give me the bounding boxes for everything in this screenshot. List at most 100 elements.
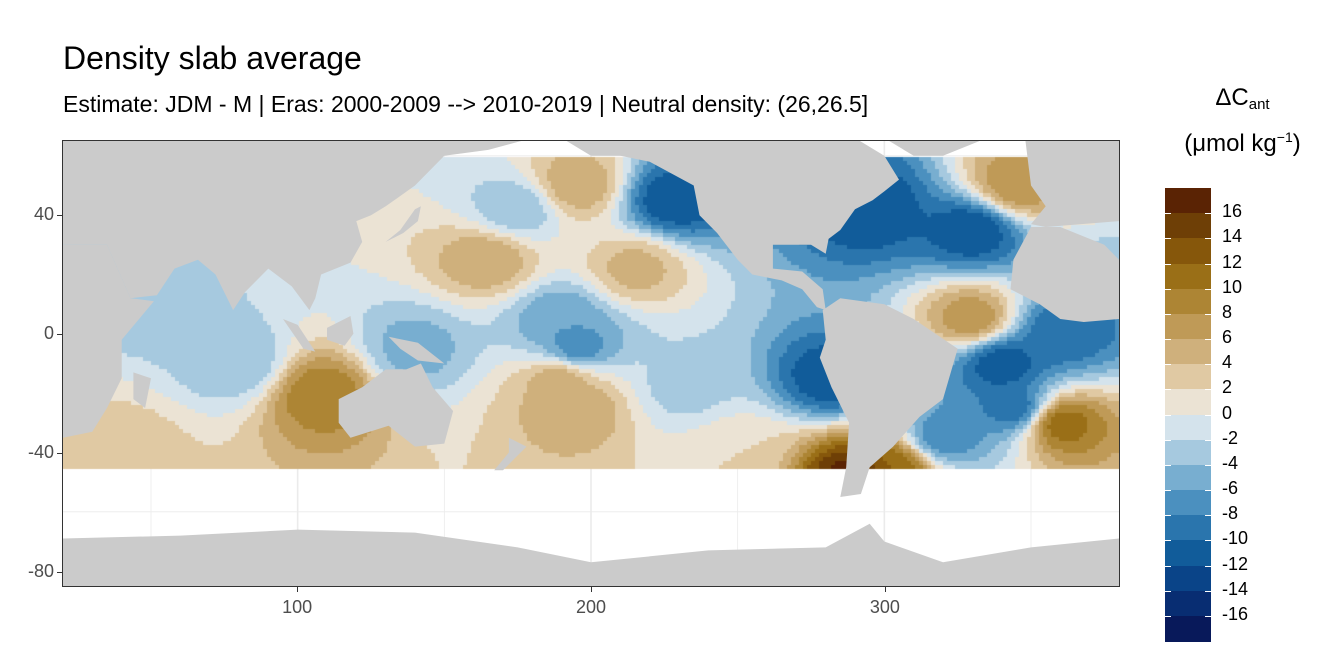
land-greenland (889, 141, 980, 156)
land-newguinea (388, 336, 445, 364)
land-africa (63, 244, 154, 438)
y-tick-label: 40 (33, 203, 54, 224)
legend-tick-label: 14 (1222, 226, 1243, 247)
legend-colorbar (1165, 188, 1211, 642)
land-southamerica (819, 298, 958, 497)
legend-tick-mark (1165, 288, 1171, 290)
x-tick-label: 200 (575, 597, 607, 617)
legend-swatch (1165, 364, 1211, 391)
legend-tick-mark (1165, 464, 1171, 466)
land-westafrica (1010, 227, 1119, 322)
y-tick-mark (57, 214, 62, 216)
legend-tick-mark (1205, 490, 1211, 491)
land-eurasia (63, 141, 522, 311)
legend-unit: (μmol kg−1) (1184, 129, 1301, 157)
legend-tick-mark (1205, 540, 1211, 542)
legend-tick-mark (1165, 490, 1171, 491)
legend-tick-label: 8 (1222, 301, 1233, 322)
legend-tick-label: -4 (1222, 452, 1239, 473)
legend-swatch (1165, 389, 1211, 416)
legend-tick-mark (1165, 565, 1171, 567)
land-newzealand (494, 437, 527, 471)
legend-tick-mark (1165, 439, 1171, 441)
legend-tick-mark (1165, 364, 1171, 366)
legend-tick-mark (1205, 339, 1211, 340)
legend-swatch (1165, 515, 1211, 542)
land-borneo (327, 316, 354, 346)
legend-tick-mark (1165, 213, 1171, 215)
legend-tick-mark (1205, 439, 1211, 441)
legend-tick-mark (1165, 615, 1171, 617)
legend-tick-mark (1205, 313, 1211, 315)
legend-tick-mark (1165, 313, 1171, 315)
legend-swatch (1165, 288, 1211, 315)
legend-tick-mark (1205, 213, 1211, 215)
legend-tick-mark (1205, 263, 1211, 265)
y-tick-label: -40 (27, 441, 54, 462)
legend-tick-label: -2 (1222, 427, 1239, 448)
land-europe (1025, 141, 1119, 227)
legend-swatch (1165, 313, 1211, 340)
legend-swatch (1165, 490, 1211, 516)
legend-tick-mark (1205, 565, 1211, 567)
legend-swatch (1165, 615, 1211, 642)
x-tick-mark (297, 587, 299, 592)
legend-tick-mark (1165, 238, 1171, 240)
legend-tick-mark (1205, 515, 1211, 517)
legend-swatch (1165, 565, 1211, 592)
legend-swatch (1165, 263, 1211, 290)
legend-swatch (1165, 439, 1211, 466)
heatmap-plot (63, 141, 1119, 586)
land-sumatra (283, 319, 316, 352)
legend-swatch (1165, 414, 1211, 441)
map-panel (62, 140, 1120, 587)
legend-swatch (1165, 540, 1211, 567)
land-northamerica (566, 141, 899, 311)
legend-tick-mark (1165, 515, 1171, 517)
legend-swatch (1165, 188, 1211, 214)
legend-tick-mark (1165, 389, 1171, 391)
land-antarctica (63, 523, 1119, 586)
legend-tick-label: 0 (1222, 402, 1233, 423)
y-tick-mark (57, 572, 62, 574)
legend-swatch (1165, 464, 1211, 491)
legend-tick-mark (1205, 389, 1211, 391)
chart-title: Density slab average (63, 40, 362, 76)
y-tick-label: -80 (27, 561, 54, 582)
x-tick-mark (591, 587, 592, 592)
legend-tick-mark (1205, 615, 1211, 617)
legend-tick-label: -10 (1222, 528, 1249, 549)
land-japan (385, 206, 421, 242)
legend-tick-label: 4 (1222, 352, 1233, 373)
y-tick-mark (57, 333, 62, 335)
legend-tick-mark (1205, 464, 1211, 466)
legend-swatch (1165, 339, 1211, 365)
legend-tick-mark (1205, 590, 1211, 592)
legend-tick-mark (1165, 339, 1171, 340)
chart-subtitle: Estimate: JDM - M | Eras: 2000-2009 --> … (63, 91, 869, 117)
legend-tick-mark (1205, 414, 1211, 416)
land-madagascar (133, 372, 151, 408)
legend-title: ΔCant (μmol kg−1) (1160, 86, 1325, 156)
legend-tick-label: -14 (1222, 578, 1249, 599)
legend-tick-mark (1165, 540, 1171, 542)
legend-swatch (1165, 238, 1211, 265)
legend-tick-label: 12 (1222, 251, 1243, 272)
legend-tick-mark (1205, 364, 1211, 366)
legend-tick-label: -6 (1222, 478, 1239, 498)
legend-tick-label: 16 (1222, 201, 1243, 222)
legend-tick-label: -8 (1222, 503, 1239, 524)
x-tick-label: 100 (282, 597, 313, 617)
legend-tick-label: -16 (1222, 603, 1249, 624)
y-tick-label: 0 (43, 322, 54, 343)
legend-tick-label: 10 (1222, 276, 1243, 297)
x-tick-label: 300 (869, 597, 900, 617)
legend-swatch (1165, 590, 1211, 617)
legend-tick-mark (1165, 414, 1171, 416)
legend-tick-mark (1165, 263, 1171, 265)
legend-tick-mark (1165, 590, 1171, 592)
land-australia (338, 363, 454, 447)
legend-swatch (1165, 213, 1211, 240)
legend-tick-label: -12 (1222, 553, 1249, 574)
legend-tick-mark (1205, 288, 1211, 290)
